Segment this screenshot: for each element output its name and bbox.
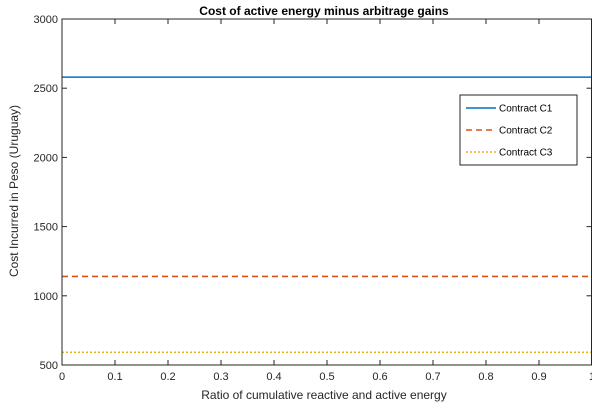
x-tick-label: 0.8	[478, 371, 493, 383]
x-tick-label: 0.3	[213, 371, 228, 383]
x-tick-label: 0.6	[372, 371, 387, 383]
legend: Contract C1 Contract C2 Contract C3	[459, 94, 578, 166]
y-axis-label: Cost Incurred in Peso (Uruguay)	[7, 105, 21, 277]
chart-title: Cost of active energy minus arbitrage ga…	[199, 4, 449, 18]
x-axis: 0 0.1 0.2 0.3 0.4 0.5 0.6 0.7 0.8 0.9 1	[59, 19, 592, 383]
x-tick-label: 0.7	[425, 371, 440, 383]
x-tick-label: 0	[59, 371, 65, 383]
x-tick-label: 1	[589, 371, 592, 383]
x-tick-label: 0.9	[531, 371, 546, 383]
y-tick-label: 3000	[34, 14, 58, 26]
x-tick-label: 0.4	[266, 371, 281, 383]
x-tick-label: 0.1	[107, 371, 122, 383]
y-axis: 500 1000 1500 2000 2500 3000	[34, 14, 592, 372]
series-layer	[62, 76, 592, 354]
legend-label: Contract C2	[499, 126, 553, 137]
plot-area	[62, 19, 592, 365]
x-tick-label: 0.5	[319, 371, 334, 383]
legend-label: Contract C3	[499, 148, 553, 159]
legend-label: Contract C1	[499, 104, 553, 115]
x-axis-label: Ratio of cumulative reactive and active …	[201, 388, 446, 402]
y-tick-label: 1000	[34, 291, 58, 303]
y-tick-label: 2000	[34, 152, 58, 164]
y-tick-label: 2500	[34, 83, 58, 95]
y-tick-label: 1500	[34, 222, 58, 234]
x-tick-label: 0.2	[160, 371, 175, 383]
y-tick-label: 500	[40, 360, 58, 372]
